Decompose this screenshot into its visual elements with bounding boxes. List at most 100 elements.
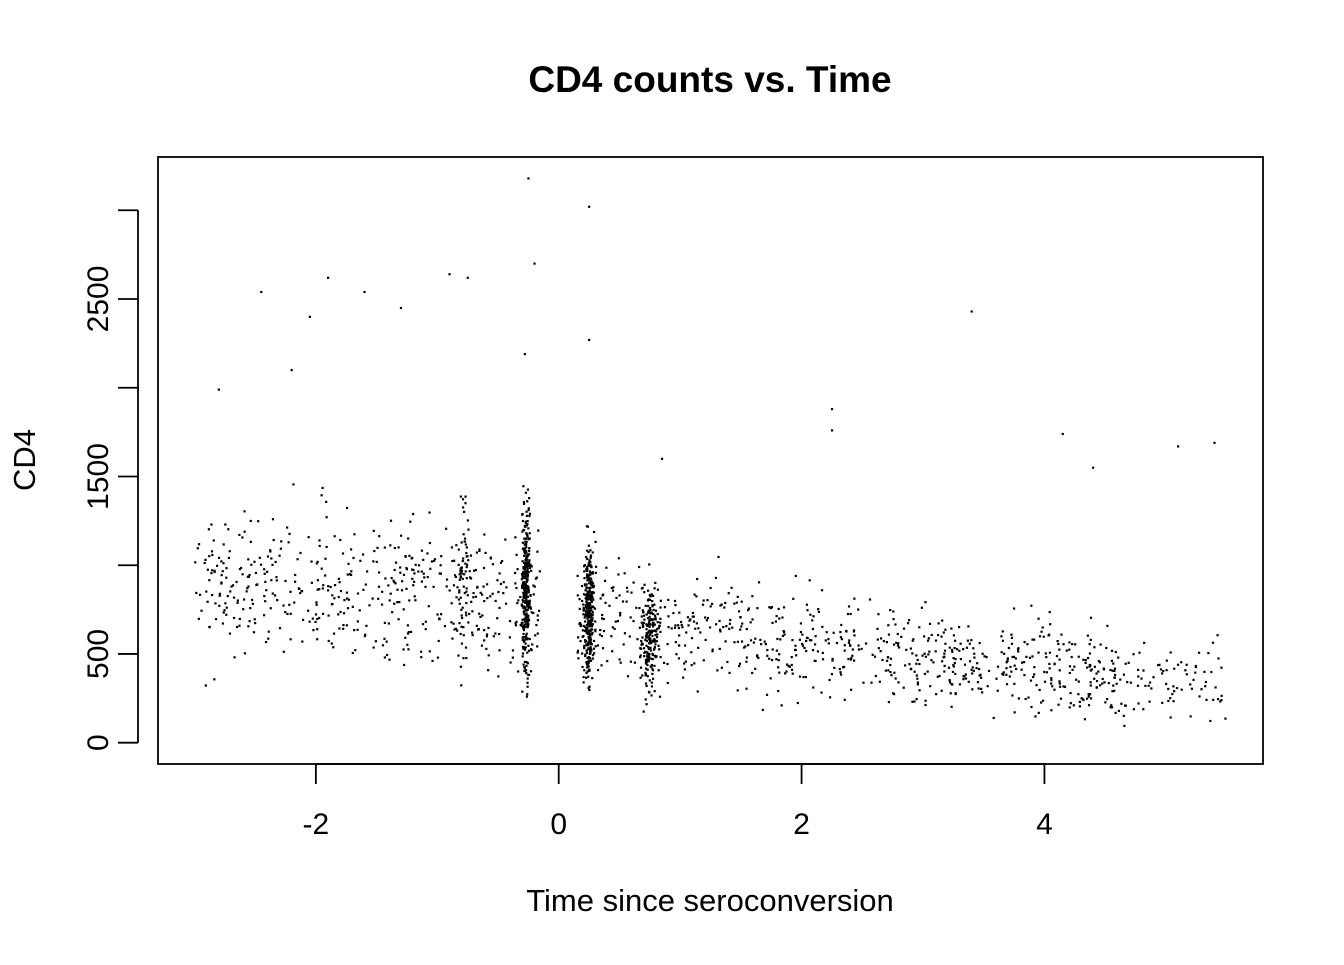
data-point <box>705 619 708 622</box>
data-point <box>647 658 651 661</box>
data-point <box>522 585 525 588</box>
data-point <box>1045 656 1048 659</box>
data-point <box>692 620 696 623</box>
data-point <box>461 577 464 580</box>
data-point <box>948 681 952 684</box>
data-point <box>649 631 652 635</box>
data-point <box>590 613 593 616</box>
data-point <box>524 613 527 616</box>
data-point <box>523 572 526 575</box>
data-point <box>1050 679 1053 682</box>
data-point <box>527 623 530 626</box>
data-point <box>596 669 600 672</box>
data-point <box>440 555 443 558</box>
data-point <box>952 665 955 668</box>
data-point <box>1057 642 1060 646</box>
data-point <box>578 607 581 611</box>
data-point <box>525 592 528 596</box>
data-point <box>214 618 218 621</box>
data-point <box>754 637 757 640</box>
data-point <box>651 600 654 603</box>
data-point <box>465 565 468 569</box>
x-tick-label: 4 <box>1036 808 1053 841</box>
data-point <box>521 513 524 516</box>
data-point <box>521 638 524 642</box>
data-point <box>853 597 856 600</box>
data-point <box>653 623 656 626</box>
data-point <box>646 617 650 620</box>
data-point <box>918 662 921 666</box>
data-point <box>1048 633 1051 636</box>
data-point <box>1033 638 1036 641</box>
data-point <box>667 615 670 618</box>
y-tick-label: 0 <box>82 734 115 751</box>
data-point <box>658 648 661 651</box>
data-point <box>526 681 529 684</box>
data-point <box>840 638 844 641</box>
data-point-outlier <box>363 290 366 294</box>
data-point <box>589 603 592 606</box>
data-point <box>426 575 429 579</box>
data-point <box>932 661 935 664</box>
data-point <box>524 491 528 494</box>
data-point <box>711 650 714 653</box>
data-point <box>879 650 882 653</box>
data-point <box>526 535 529 538</box>
data-point <box>587 656 591 659</box>
data-point <box>453 559 456 562</box>
data-point <box>677 657 681 660</box>
data-point <box>696 577 699 581</box>
data-point <box>587 635 590 638</box>
data-point <box>405 587 408 590</box>
data-point <box>718 647 721 651</box>
data-point <box>1165 669 1168 672</box>
data-point <box>514 622 517 625</box>
data-point <box>733 602 736 605</box>
data-point <box>948 646 951 649</box>
data-point <box>1077 655 1080 658</box>
data-point <box>299 551 302 555</box>
data-point <box>976 681 980 684</box>
data-point <box>646 624 649 627</box>
data-point <box>706 599 709 602</box>
data-point <box>460 608 463 611</box>
data-point <box>650 681 653 684</box>
data-point <box>521 530 524 533</box>
data-point <box>651 625 655 628</box>
data-point <box>248 620 251 623</box>
data-point <box>585 525 589 528</box>
data-point <box>203 561 206 565</box>
data-point <box>584 653 587 656</box>
data-point <box>1085 697 1089 700</box>
data-point <box>648 647 651 650</box>
data-point <box>350 570 353 573</box>
data-point <box>235 625 239 629</box>
data-point <box>911 652 914 655</box>
data-point <box>397 618 400 621</box>
data-point <box>648 633 652 636</box>
data-point <box>536 645 539 648</box>
data-point <box>525 580 528 584</box>
data-point <box>904 664 907 667</box>
data-point <box>460 625 463 628</box>
data-point <box>954 657 957 661</box>
data-point <box>530 565 533 568</box>
data-point <box>592 598 595 601</box>
data-point <box>581 652 584 655</box>
data-point <box>590 643 593 646</box>
data-point <box>526 566 529 569</box>
data-point <box>1035 684 1038 687</box>
data-point <box>585 575 589 578</box>
data-point <box>258 556 261 559</box>
data-point <box>639 654 642 657</box>
data-point <box>708 626 712 629</box>
data-point <box>943 652 946 655</box>
data-point <box>525 578 528 581</box>
data-point <box>996 665 1000 668</box>
data-point <box>615 596 618 600</box>
data-point <box>522 500 526 504</box>
data-point <box>515 620 518 624</box>
data-point <box>524 520 528 523</box>
data-point <box>466 563 469 566</box>
